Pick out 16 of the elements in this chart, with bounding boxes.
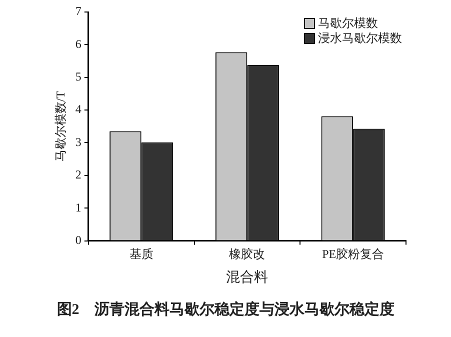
legend-label: 浸水马歇尔模数 <box>318 31 402 46</box>
y-tick-label: 4 <box>75 102 82 116</box>
x-tick-label: 基质 <box>129 247 154 262</box>
y-tick-label: 5 <box>75 70 82 84</box>
legend-label: 马歇尔模数 <box>318 16 378 31</box>
y-tick-label: 3 <box>75 134 82 149</box>
y-tick-label: 1 <box>75 200 82 214</box>
y-axis-title: 马歇尔模数/T <box>53 90 68 162</box>
y-tick-label: 0 <box>75 232 82 247</box>
x-tick-label: 橡胶改 <box>229 247 266 262</box>
y-tick-label: 2 <box>75 168 82 182</box>
x-axis-title: 混合料 <box>226 269 268 286</box>
y-tick-label: 7 <box>75 4 82 18</box>
y-tick-label: 6 <box>75 36 82 51</box>
x-tick-label: PE胶粉复合 <box>322 247 384 262</box>
caption: 图2 沥青混合料马歇尔稳定度与浸水马歇尔稳定度 <box>56 300 396 319</box>
